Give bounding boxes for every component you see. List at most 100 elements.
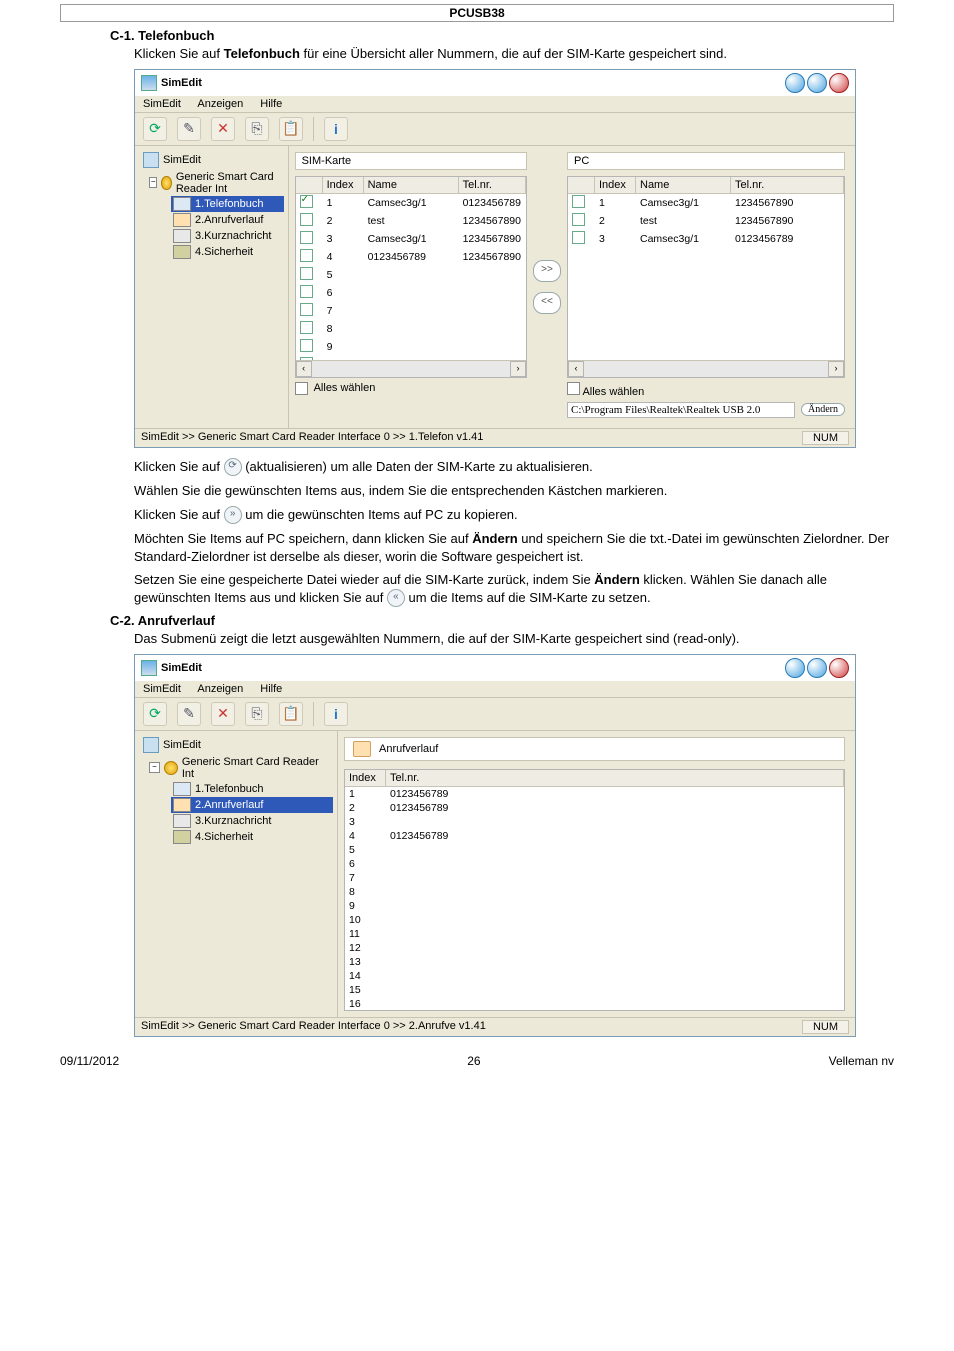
sim-pane: SIM-Karte Index NameTel.nr. 1Camsec3g/10… (295, 152, 527, 422)
menu-hilfe[interactable]: Hilfe (260, 683, 282, 695)
calllog-pane: Anrufverlauf IndexTel.nr. 10123456789201… (344, 737, 845, 1011)
page-footer: 09/11/2012 26 Velleman nv (0, 1047, 954, 1074)
tree-reader[interactable]: Generic Smart Card Reader Int (182, 756, 333, 780)
table-row: 14 (345, 969, 844, 983)
tree-view: SimEdit − Generic Smart Card Reader Int 1… (135, 731, 338, 1017)
tree-reader[interactable]: Generic Smart Card Reader Int (176, 171, 284, 195)
menu-simedit[interactable]: SimEdit (143, 98, 181, 110)
table-row[interactable]: 3Camsec3g/11234567890 (296, 230, 526, 248)
menu-anzeigen[interactable]: Anzeigen (197, 98, 243, 110)
simedit-window-phonebook: SimEdit SimEdit Anzeigen Hilfe ⟳ ✎ ✕ ⎘ 📋 (134, 69, 856, 448)
path-input[interactable] (567, 402, 795, 418)
table-row: 20123456789 (345, 801, 844, 815)
copy-icon[interactable]: ⎘ (245, 117, 269, 141)
app-icon (141, 75, 157, 91)
edit-icon[interactable]: ✎ (177, 702, 201, 726)
table-row[interactable]: 8 (296, 320, 526, 338)
toolbar: ⟳ ✎ ✕ ⎘ 📋 i (135, 113, 855, 146)
refresh-icon[interactable]: ⟳ (143, 117, 167, 141)
mid-p5: Setzen Sie eine gespeicherte Datei wiede… (134, 571, 890, 607)
pc-pane: PC Index NameTel.nr. 1Camsec3g/112345678… (567, 152, 845, 422)
table-row[interactable]: 5 (296, 266, 526, 284)
change-button[interactable]: Ändern (801, 403, 845, 416)
tree-item-kurznachricht[interactable]: 3.Kurznachricht (171, 228, 284, 244)
table-row[interactable]: 1Camsec3g/10123456789 (296, 194, 526, 212)
menu-simedit[interactable]: SimEdit (143, 683, 181, 695)
tree-item-anrufverlauf[interactable]: 2.Anrufverlauf (171, 797, 333, 813)
menubar: SimEdit Anzeigen Hilfe (135, 96, 855, 113)
menu-hilfe[interactable]: Hilfe (260, 98, 282, 110)
heading-c2: C-2. Anrufverlauf (110, 613, 890, 628)
tree-root[interactable]: SimEdit (163, 739, 201, 751)
tree-item-telefonbuch[interactable]: 1.Telefonbuch (171, 196, 284, 212)
table-row: 13 (345, 955, 844, 969)
maximize-icon[interactable] (807, 73, 827, 93)
scroll-right-icon[interactable]: › (828, 361, 844, 377)
table-row: 8 (345, 885, 844, 899)
copy-icon[interactable]: ⎘ (245, 702, 269, 726)
table-row: 9 (345, 899, 844, 913)
paste-icon[interactable]: 📋 (279, 117, 303, 141)
minimize-icon[interactable] (785, 658, 805, 678)
table-row: 5 (345, 843, 844, 857)
sim-select-all[interactable]: Alles wählen (295, 382, 527, 395)
delete-icon[interactable]: ✕ (211, 117, 235, 141)
table-row: 7 (345, 871, 844, 885)
calllog-icon (353, 741, 371, 757)
calllog-grid: IndexTel.nr. 101234567892012345678934012… (344, 769, 845, 1011)
delete-icon[interactable]: ✕ (211, 702, 235, 726)
tree-item-anrufverlauf[interactable]: 2.Anrufverlauf (171, 212, 284, 228)
table-row[interactable]: 6 (296, 284, 526, 302)
scroll-right-icon[interactable]: › (510, 361, 526, 377)
pc-select-all[interactable]: Alles wählen (567, 382, 644, 398)
tree-view: SimEdit − Generic Smart Card Reader Int 1… (135, 146, 289, 428)
sim-grid: Index NameTel.nr. 1Camsec3g/101234567892… (295, 176, 527, 378)
status-num: NUM (802, 431, 849, 445)
heading-c1: C-1. Telefonbuch (110, 28, 890, 43)
info-icon[interactable]: i (324, 117, 348, 141)
close-icon[interactable] (829, 658, 849, 678)
refresh-icon[interactable]: ⟳ (143, 702, 167, 726)
table-row: 40123456789 (345, 829, 844, 843)
tree-item-telefonbuch[interactable]: 1.Telefonbuch (171, 781, 333, 797)
tree-toggle[interactable]: − (149, 762, 160, 773)
table-row: 10123456789 (345, 787, 844, 801)
inline-copyto-icon: » (224, 506, 242, 524)
edit-icon[interactable]: ✎ (177, 117, 201, 141)
scroll-left-icon[interactable]: ‹ (296, 361, 312, 377)
tree-root[interactable]: SimEdit (163, 154, 201, 166)
footer-company: Velleman nv (829, 1054, 894, 1068)
footer-date: 09/11/2012 (60, 1054, 119, 1068)
toolbar: ⟳ ✎ ✕ ⎘ 📋 i (135, 698, 855, 731)
tree-item-sicherheit[interactable]: 4.Sicherheit (171, 244, 284, 260)
status-num: NUM (802, 1020, 849, 1034)
info-icon[interactable]: i (324, 702, 348, 726)
c2-intro: Das Submenü zeigt die letzt ausgewählten… (134, 630, 890, 648)
minimize-icon[interactable] (785, 73, 805, 93)
app-icon (141, 660, 157, 676)
close-icon[interactable] (829, 73, 849, 93)
tree-item-kurznachricht[interactable]: 3.Kurznachricht (171, 813, 333, 829)
tree-item-sicherheit[interactable]: 4.Sicherheit (171, 829, 333, 845)
scroll-left-icon[interactable]: ‹ (568, 361, 584, 377)
mid-p3: Klicken Sie auf » um die gewünschten Ite… (134, 506, 890, 525)
table-row[interactable]: 2test1234567890 (296, 212, 526, 230)
copy-to-sim-button[interactable]: << (533, 292, 561, 314)
table-row[interactable]: 401234567891234567890 (296, 248, 526, 266)
c1-intro: Klicken Sie auf Telefonbuch für eine Übe… (134, 45, 890, 63)
status-text: SimEdit >> Generic Smart Card Reader Int… (141, 1020, 486, 1034)
table-row: 10 (345, 913, 844, 927)
maximize-icon[interactable] (807, 658, 827, 678)
mid-p4: Möchten Sie Items auf PC speichern, dann… (134, 530, 890, 565)
paste-icon[interactable]: 📋 (279, 702, 303, 726)
table-row[interactable]: 9 (296, 338, 526, 356)
tree-toggle[interactable]: − (149, 177, 157, 188)
table-row[interactable]: 7 (296, 302, 526, 320)
table-row[interactable]: 2test1234567890 (568, 212, 844, 230)
menubar: SimEdit Anzeigen Hilfe (135, 681, 855, 698)
menu-anzeigen[interactable]: Anzeigen (197, 683, 243, 695)
table-row: 12 (345, 941, 844, 955)
table-row[interactable]: 3Camsec3g/10123456789 (568, 230, 844, 248)
table-row[interactable]: 1Camsec3g/11234567890 (568, 194, 844, 212)
copy-to-pc-button[interactable]: >> (533, 260, 561, 282)
